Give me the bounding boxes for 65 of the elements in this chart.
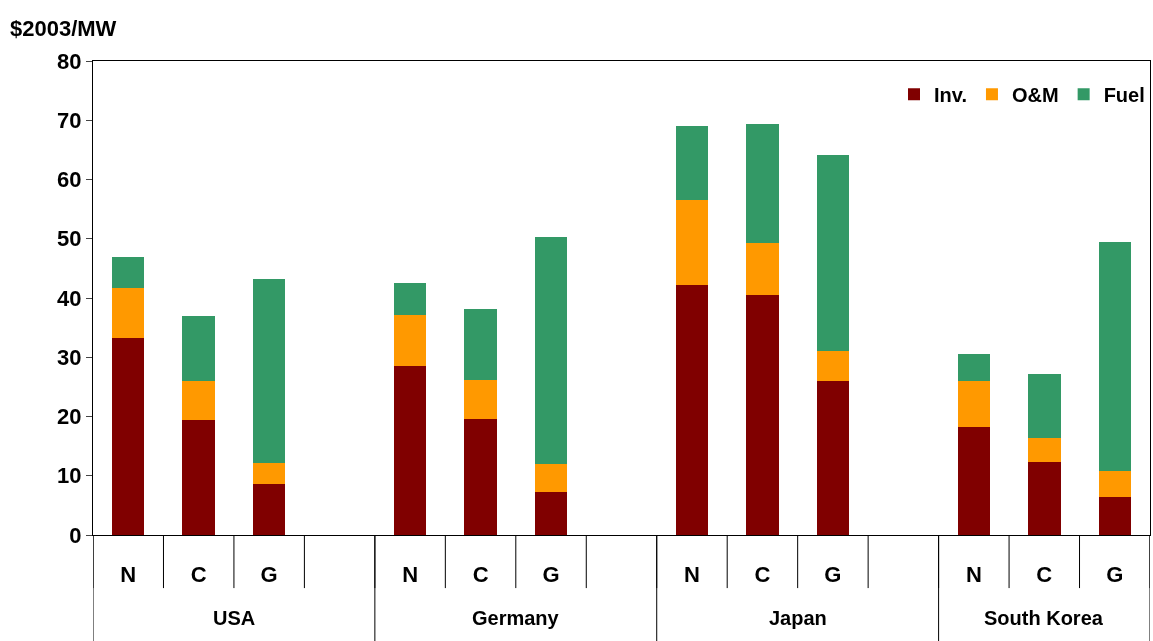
x-tick-label: N: [965, 562, 982, 588]
bar: [252, 484, 286, 535]
bar: [112, 257, 145, 288]
bar: [1028, 462, 1061, 535]
x-tick-label: G: [542, 562, 560, 588]
bar: [182, 315, 215, 381]
bar: [182, 380, 215, 421]
bar: [534, 463, 568, 492]
x-tick-label: G: [824, 562, 842, 588]
bar: [112, 287, 145, 339]
text: Germany: [472, 607, 560, 629]
bar: [464, 309, 497, 380]
text: Japan: [769, 607, 827, 629]
y-tick-label: 0: [69, 522, 82, 548]
text: South Korea: [984, 607, 1104, 629]
y-tick-label: 50: [57, 226, 82, 252]
x-tick-label: N: [120, 562, 137, 588]
bar: [393, 283, 427, 316]
bar: [816, 351, 850, 381]
legend-label: O&M: [1011, 83, 1059, 106]
bar: [112, 338, 145, 535]
bar: [746, 295, 779, 535]
bar: [1098, 241, 1131, 472]
bar: [1028, 437, 1061, 463]
y-tick-label: 70: [57, 107, 82, 133]
bar: [746, 123, 779, 243]
bar: [464, 418, 497, 535]
x-tick-label: N: [684, 562, 700, 588]
bar: [957, 380, 991, 428]
bar: [182, 420, 215, 535]
bar: [534, 491, 568, 535]
text: USA: [213, 607, 256, 629]
legend-label: Fuel: [1103, 83, 1145, 106]
bar: [816, 380, 850, 535]
bar: [1028, 373, 1061, 438]
x-tick-label: G: [260, 562, 278, 588]
y-tick-label: 80: [57, 48, 82, 74]
x-tick-label: C: [472, 562, 489, 588]
bar: [393, 315, 427, 367]
y-tick-label: 20: [57, 404, 82, 430]
y-tick-label: 30: [57, 344, 82, 370]
bar: [675, 126, 709, 201]
bar: [1098, 471, 1131, 498]
y-tick-label: 60: [57, 167, 82, 193]
bar: [675, 284, 709, 535]
legend-label: Inv.: [934, 83, 967, 106]
bar: [393, 366, 427, 535]
bar: [957, 353, 991, 381]
bar: [957, 427, 991, 535]
bar: [675, 200, 709, 285]
bar: [1098, 497, 1131, 535]
x-tick-label: C: [190, 562, 207, 588]
y-tick-label: 10: [57, 463, 82, 489]
x-tick-label: C: [1036, 562, 1053, 588]
bar: [252, 462, 286, 485]
bar: [464, 379, 497, 419]
x-tick-label: N: [402, 562, 419, 588]
x-tick-label: G: [1106, 562, 1124, 588]
y-tick-label: 40: [57, 285, 82, 311]
y-axis-title: $2003/MW: [10, 16, 117, 41]
bar: [816, 155, 850, 352]
bar: [534, 236, 568, 464]
bar: [252, 279, 286, 463]
bar: [746, 242, 779, 296]
x-tick-label: C: [754, 562, 771, 588]
